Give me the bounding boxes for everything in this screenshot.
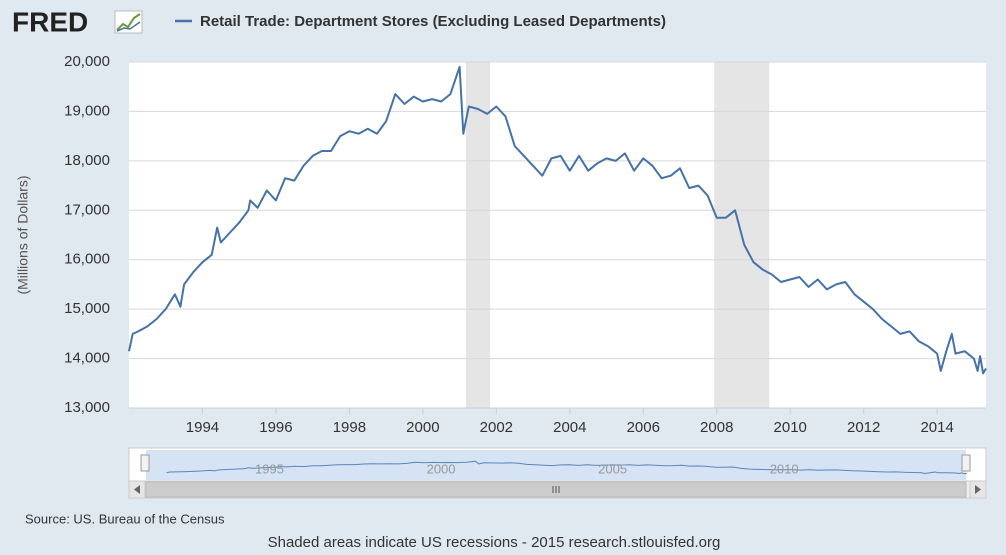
x-tick-label: 1994: [186, 419, 219, 436]
x-tick-label: 2012: [847, 419, 880, 436]
recession-band: [465, 62, 491, 408]
x-tick-label: 2004: [553, 419, 586, 436]
y-tick-label: 19,000: [64, 102, 110, 119]
series-line: [128, 65, 987, 375]
x-tick-label: 2014: [920, 419, 953, 436]
y-tick-label: 13,000: [64, 399, 110, 416]
source: Source: US. Bureau of the Census: [25, 511, 225, 526]
x-tick-label: 2008: [700, 419, 733, 436]
navigator-tick-label: 2000: [427, 461, 456, 476]
x-tick-label: 1996: [259, 419, 292, 436]
y-axis-label: (Millions of Dollars): [15, 175, 31, 294]
logo-icon: [114, 10, 143, 34]
navigator-tick-label: 2005: [598, 461, 627, 476]
legend-label: Retail Trade: Department Stores (Excludi…: [200, 13, 666, 30]
x-tick-label: 1998: [333, 419, 366, 436]
y-tick-label: 15,000: [64, 300, 110, 317]
y-tick-label: 16,000: [64, 251, 110, 268]
navigator-series: 1995 2000 2005 2010: [166, 460, 968, 476]
scrollbar: [128, 480, 987, 499]
navigator-tick-label: 2010: [770, 461, 799, 476]
plot: 13,000 14,000 15,000 16,000 17,000 18,000 19,0…: [64, 53, 987, 436]
y-tick-label: 14,000: [64, 350, 110, 367]
navigator-line: [166, 460, 968, 475]
x-tick-label: 2002: [480, 419, 513, 436]
navigator-tick-label: 1995: [255, 461, 284, 476]
logo: FRED: [12, 6, 88, 37]
plot-area: [129, 62, 986, 408]
y-tick-label: 20,000: [64, 53, 110, 70]
x-tick-label: 2000: [406, 419, 439, 436]
y-tick-label: 17,000: [64, 201, 110, 218]
x-tick-label: 2006: [627, 419, 660, 436]
x-tick-label: 2010: [774, 419, 807, 436]
y-tick-label: 18,000: [64, 152, 110, 169]
footer: Shaded areas indicate US recessions - 20…: [268, 534, 721, 551]
